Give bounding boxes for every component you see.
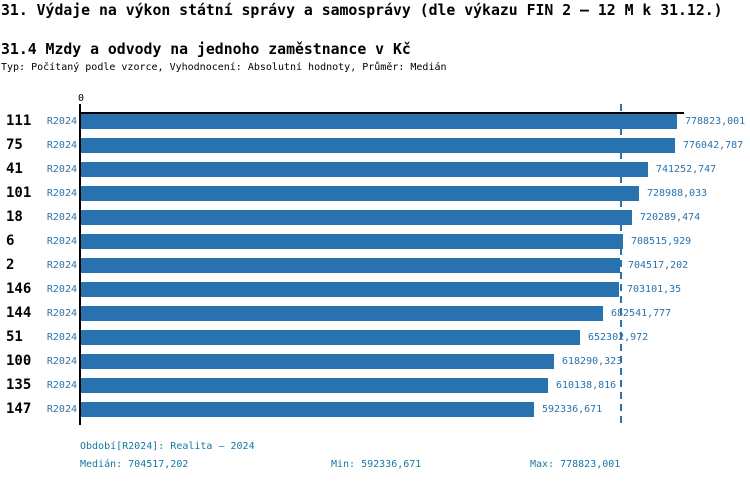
bar-value-label: 704517,202 xyxy=(628,260,689,271)
row-period-label: R2024 xyxy=(46,308,77,319)
bar-row: 111 R2024 778823,001 xyxy=(0,114,750,129)
indicator-type-line: Typ: Počítaný podle vzorce, Vyhodnocení:… xyxy=(1,62,447,73)
max-stat: Max: 778823,001 xyxy=(530,459,621,470)
row-category-label: 111 xyxy=(6,113,32,129)
bar xyxy=(81,354,554,369)
bar-row: 101 R2024 728988,033 xyxy=(0,186,750,201)
bar xyxy=(81,210,632,225)
bar xyxy=(81,114,677,129)
bar xyxy=(81,402,534,417)
bar-row: 135 R2024 610138,816 xyxy=(0,378,750,393)
axis-zero-label: 0 xyxy=(77,93,85,104)
row-category-label: 147 xyxy=(6,401,32,417)
x-axis-line xyxy=(80,112,684,114)
bar-row: 6 R2024 708515,929 xyxy=(0,234,750,249)
row-period-label: R2024 xyxy=(46,116,77,127)
row-period-label: R2024 xyxy=(46,212,77,223)
row-category-label: 135 xyxy=(6,377,32,393)
bar-value-label: 708515,929 xyxy=(631,236,692,247)
row-category-label: 18 xyxy=(6,209,23,225)
row-period-label: R2024 xyxy=(46,140,77,151)
bar-value-label: 776042,787 xyxy=(683,140,744,151)
row-category-label: 75 xyxy=(6,137,23,153)
row-period-label: R2024 xyxy=(46,284,77,295)
bar-value-label: 652302,972 xyxy=(588,332,649,343)
bar-row: 144 R2024 682541,777 xyxy=(0,306,750,321)
row-category-label: 6 xyxy=(6,233,15,249)
bar xyxy=(81,306,603,321)
bar-value-label: 741252,747 xyxy=(656,164,717,175)
row-category-label: 101 xyxy=(6,185,32,201)
bar-value-label: 682541,777 xyxy=(611,308,672,319)
row-period-label: R2024 xyxy=(46,236,77,247)
bar-value-label: 703101,35 xyxy=(627,284,682,295)
bar-row: 75 R2024 776042,787 xyxy=(0,138,750,153)
bar xyxy=(81,186,639,201)
row-period-label: R2024 xyxy=(46,260,77,271)
row-period-label: R2024 xyxy=(46,188,77,199)
median-line xyxy=(620,104,622,427)
min-stat: Min: 592336,671 xyxy=(331,459,422,470)
bar-row: 18 R2024 720289,474 xyxy=(0,210,750,225)
row-category-label: 41 xyxy=(6,161,23,177)
bar xyxy=(81,330,580,345)
period-legend: Období[R2024]: Realita – 2024 xyxy=(80,441,255,452)
bar-value-label: 728988,033 xyxy=(647,188,708,199)
row-category-label: 144 xyxy=(6,305,32,321)
bar-row: 41 R2024 741252,747 xyxy=(0,162,750,177)
bar-value-label: 610138,816 xyxy=(556,380,617,391)
bar-row: 100 R2024 618290,323 xyxy=(0,354,750,369)
bar-value-label: 618290,323 xyxy=(562,356,623,367)
row-period-label: R2024 xyxy=(46,380,77,391)
section-title: 31.4 Mzdy a odvody na jednoho zaměstnanc… xyxy=(1,41,411,58)
bar xyxy=(81,234,623,249)
row-category-label: 51 xyxy=(6,329,23,345)
bar xyxy=(81,258,620,273)
bar-row: 147 R2024 592336,671 xyxy=(0,402,750,417)
bar xyxy=(81,282,619,297)
bar-value-label: 778823,001 xyxy=(685,116,746,127)
bar xyxy=(81,162,648,177)
bar-row: 146 R2024 703101,35 xyxy=(0,282,750,297)
bar xyxy=(81,138,675,153)
bar-value-label: 592336,671 xyxy=(542,404,603,415)
row-period-label: R2024 xyxy=(46,404,77,415)
bar-value-label: 720289,474 xyxy=(640,212,701,223)
row-category-label: 2 xyxy=(6,257,15,273)
bar-row: 2 R2024 704517,202 xyxy=(0,258,750,273)
median-stat: Medián: 704517,202 xyxy=(80,459,189,470)
y-axis-line xyxy=(79,104,81,425)
bar xyxy=(81,378,548,393)
row-category-label: 100 xyxy=(6,353,32,369)
bar-row: 51 R2024 652302,972 xyxy=(0,330,750,345)
report-title: 31. Výdaje na výkon státní správy a samo… xyxy=(1,2,723,19)
row-period-label: R2024 xyxy=(46,164,77,175)
row-period-label: R2024 xyxy=(46,332,77,343)
row-category-label: 146 xyxy=(6,281,32,297)
row-period-label: R2024 xyxy=(46,356,77,367)
